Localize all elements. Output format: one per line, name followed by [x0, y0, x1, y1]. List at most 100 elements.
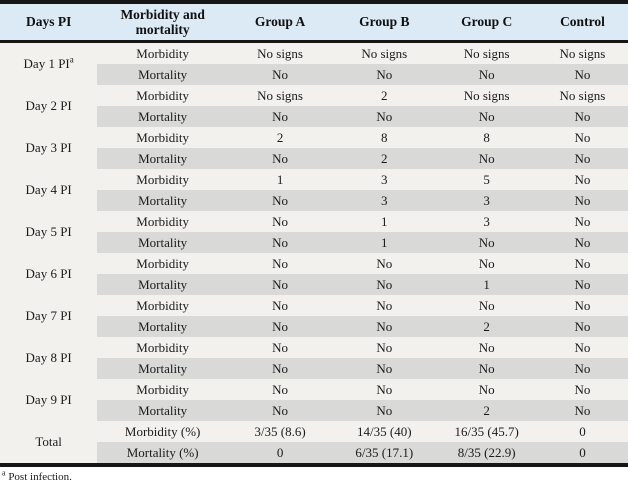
value-cell: No [332, 274, 437, 295]
value-cell: No [227, 106, 333, 127]
value-cell: No [227, 190, 333, 211]
mortality-row: Mortality No No No No [0, 64, 628, 85]
footnote-text: Post infection. [8, 471, 72, 483]
day-label: Day 6 PI [25, 266, 72, 282]
row-label-mortality: Mortality [97, 64, 228, 85]
value-cell: 0 [536, 421, 628, 442]
col-header-morbidity-mortality: Morbidity and mortality [97, 2, 228, 43]
morbidity-row: Day 2 PI Morbidity No signs 2 No signs No sig… [0, 85, 628, 127]
mortality-row: Mortality No No 2 No [0, 400, 628, 421]
value-cell: 3 [436, 190, 537, 211]
value-cell: No signs [536, 85, 628, 106]
day-superscript: a [69, 54, 74, 65]
morbidity-row: Day 5 PI Morbidity No 1 3 No [0, 211, 628, 253]
col-header-control: Control [536, 2, 628, 43]
mortality-row: Mortality No 1 No No [0, 232, 628, 253]
value-cell: No [436, 295, 537, 316]
value-cell: No [332, 295, 437, 316]
day-cell: Day 7 PI [0, 295, 98, 337]
mortality-row: Mortality No No No No [0, 106, 628, 127]
day-label: Day 5 PI [25, 224, 72, 240]
header-row: Days PI Morbidity and mortality Group A … [0, 2, 628, 43]
value-cell: No [227, 379, 333, 400]
morbidity-row: Day 3 PI Morbidity 2 8 8 No [0, 127, 628, 169]
row-label-mortality: Mortality [97, 190, 228, 211]
row-label-morbidity: Morbidity [97, 211, 228, 232]
morbidity-row: Day 7 PI Morbidity No No No No [0, 295, 628, 337]
col-header-group-a: Group A [227, 2, 333, 43]
value-cell: No [536, 337, 628, 358]
value-cell: 8 [436, 127, 537, 148]
row-label-morbidity: Morbidity (%) [97, 421, 228, 442]
value-cell: 6/35 (17.1) [332, 442, 437, 465]
day-label: Day 2 PI [25, 98, 72, 114]
day-cell: Day 2 PI [0, 85, 98, 127]
value-cell: No [536, 148, 628, 169]
value-cell: 3 [332, 190, 437, 211]
mortality-row: Mortality No No No No [0, 358, 628, 379]
morbidity-row: Day 1 PIa Morbidity No signs No signs No sig… [0, 41, 628, 85]
value-cell: 2 [436, 316, 537, 337]
col-header-days-pi: Days PI [0, 2, 98, 43]
value-cell: No [536, 400, 628, 421]
day-cell: Day 8 PI [0, 337, 98, 379]
value-cell: No signs [536, 41, 628, 64]
value-cell: No [227, 274, 333, 295]
row-label-morbidity: Morbidity [97, 85, 228, 106]
col-header-group-b: Group B [332, 2, 437, 43]
row-label-morbidity: Morbidity [97, 295, 228, 316]
value-cell: 16/35 (45.7) [436, 421, 537, 442]
value-cell: No [536, 274, 628, 295]
value-cell: No [332, 106, 437, 127]
morbidity-mortality-table: Days PI Morbidity and mortality Group A … [0, 0, 628, 467]
row-label-mortality: Mortality [97, 148, 228, 169]
value-cell: No [536, 64, 628, 85]
value-cell: 0 [227, 442, 333, 465]
day-label: Total [35, 434, 62, 450]
day-label: Day 4 PI [25, 182, 72, 198]
value-cell: No [436, 64, 537, 85]
row-label-mortality: Mortality [97, 106, 228, 127]
value-cell: 14/35 (40) [332, 421, 437, 442]
row-label-mortality: Mortality [97, 358, 228, 379]
row-label-morbidity: Morbidity [97, 127, 228, 148]
value-cell: No [536, 253, 628, 274]
value-cell: No signs [436, 41, 537, 64]
day-label: Day 1 PI [23, 56, 70, 72]
day-cell: Day 5 PI [0, 211, 98, 253]
value-cell: No [536, 295, 628, 316]
value-cell: No [227, 337, 333, 358]
day-cell: Total [0, 421, 98, 465]
value-cell: No [227, 358, 333, 379]
row-label-morbidity: Morbidity [97, 379, 228, 400]
value-cell: No [332, 379, 437, 400]
mortality-row: Mortality No No 2 No [0, 316, 628, 337]
value-cell: No [227, 148, 333, 169]
value-cell: No [536, 211, 628, 232]
value-cell: No [436, 106, 537, 127]
mortality-row: Mortality No 2 No No [0, 148, 628, 169]
day-cell: Day 1 PIa [0, 41, 98, 85]
value-cell: No [436, 148, 537, 169]
value-cell: No [332, 64, 437, 85]
value-cell: No [227, 295, 333, 316]
value-cell: No signs [436, 85, 537, 106]
value-cell: 2 [436, 400, 537, 421]
value-cell: No signs [332, 41, 437, 64]
day-cell: Day 9 PI [0, 379, 98, 421]
value-cell: No [436, 379, 537, 400]
value-cell: No [536, 232, 628, 253]
footnote: a Post infection. [0, 469, 628, 483]
mortality-row: Mortality (%) 0 6/35 (17.1) 8/35 (22.9) 0 [0, 442, 628, 465]
value-cell: No [332, 316, 437, 337]
value-cell: 3 [332, 169, 437, 190]
value-cell: 2 [332, 148, 437, 169]
value-cell: No [332, 253, 437, 274]
value-cell: No [332, 337, 437, 358]
morbidity-row: Day 4 PI Morbidity 1 3 5 No [0, 169, 628, 211]
value-cell: No [536, 190, 628, 211]
value-cell: 0 [536, 442, 628, 465]
day-cell: Day 3 PI [0, 127, 98, 169]
value-cell: No signs [227, 85, 333, 106]
